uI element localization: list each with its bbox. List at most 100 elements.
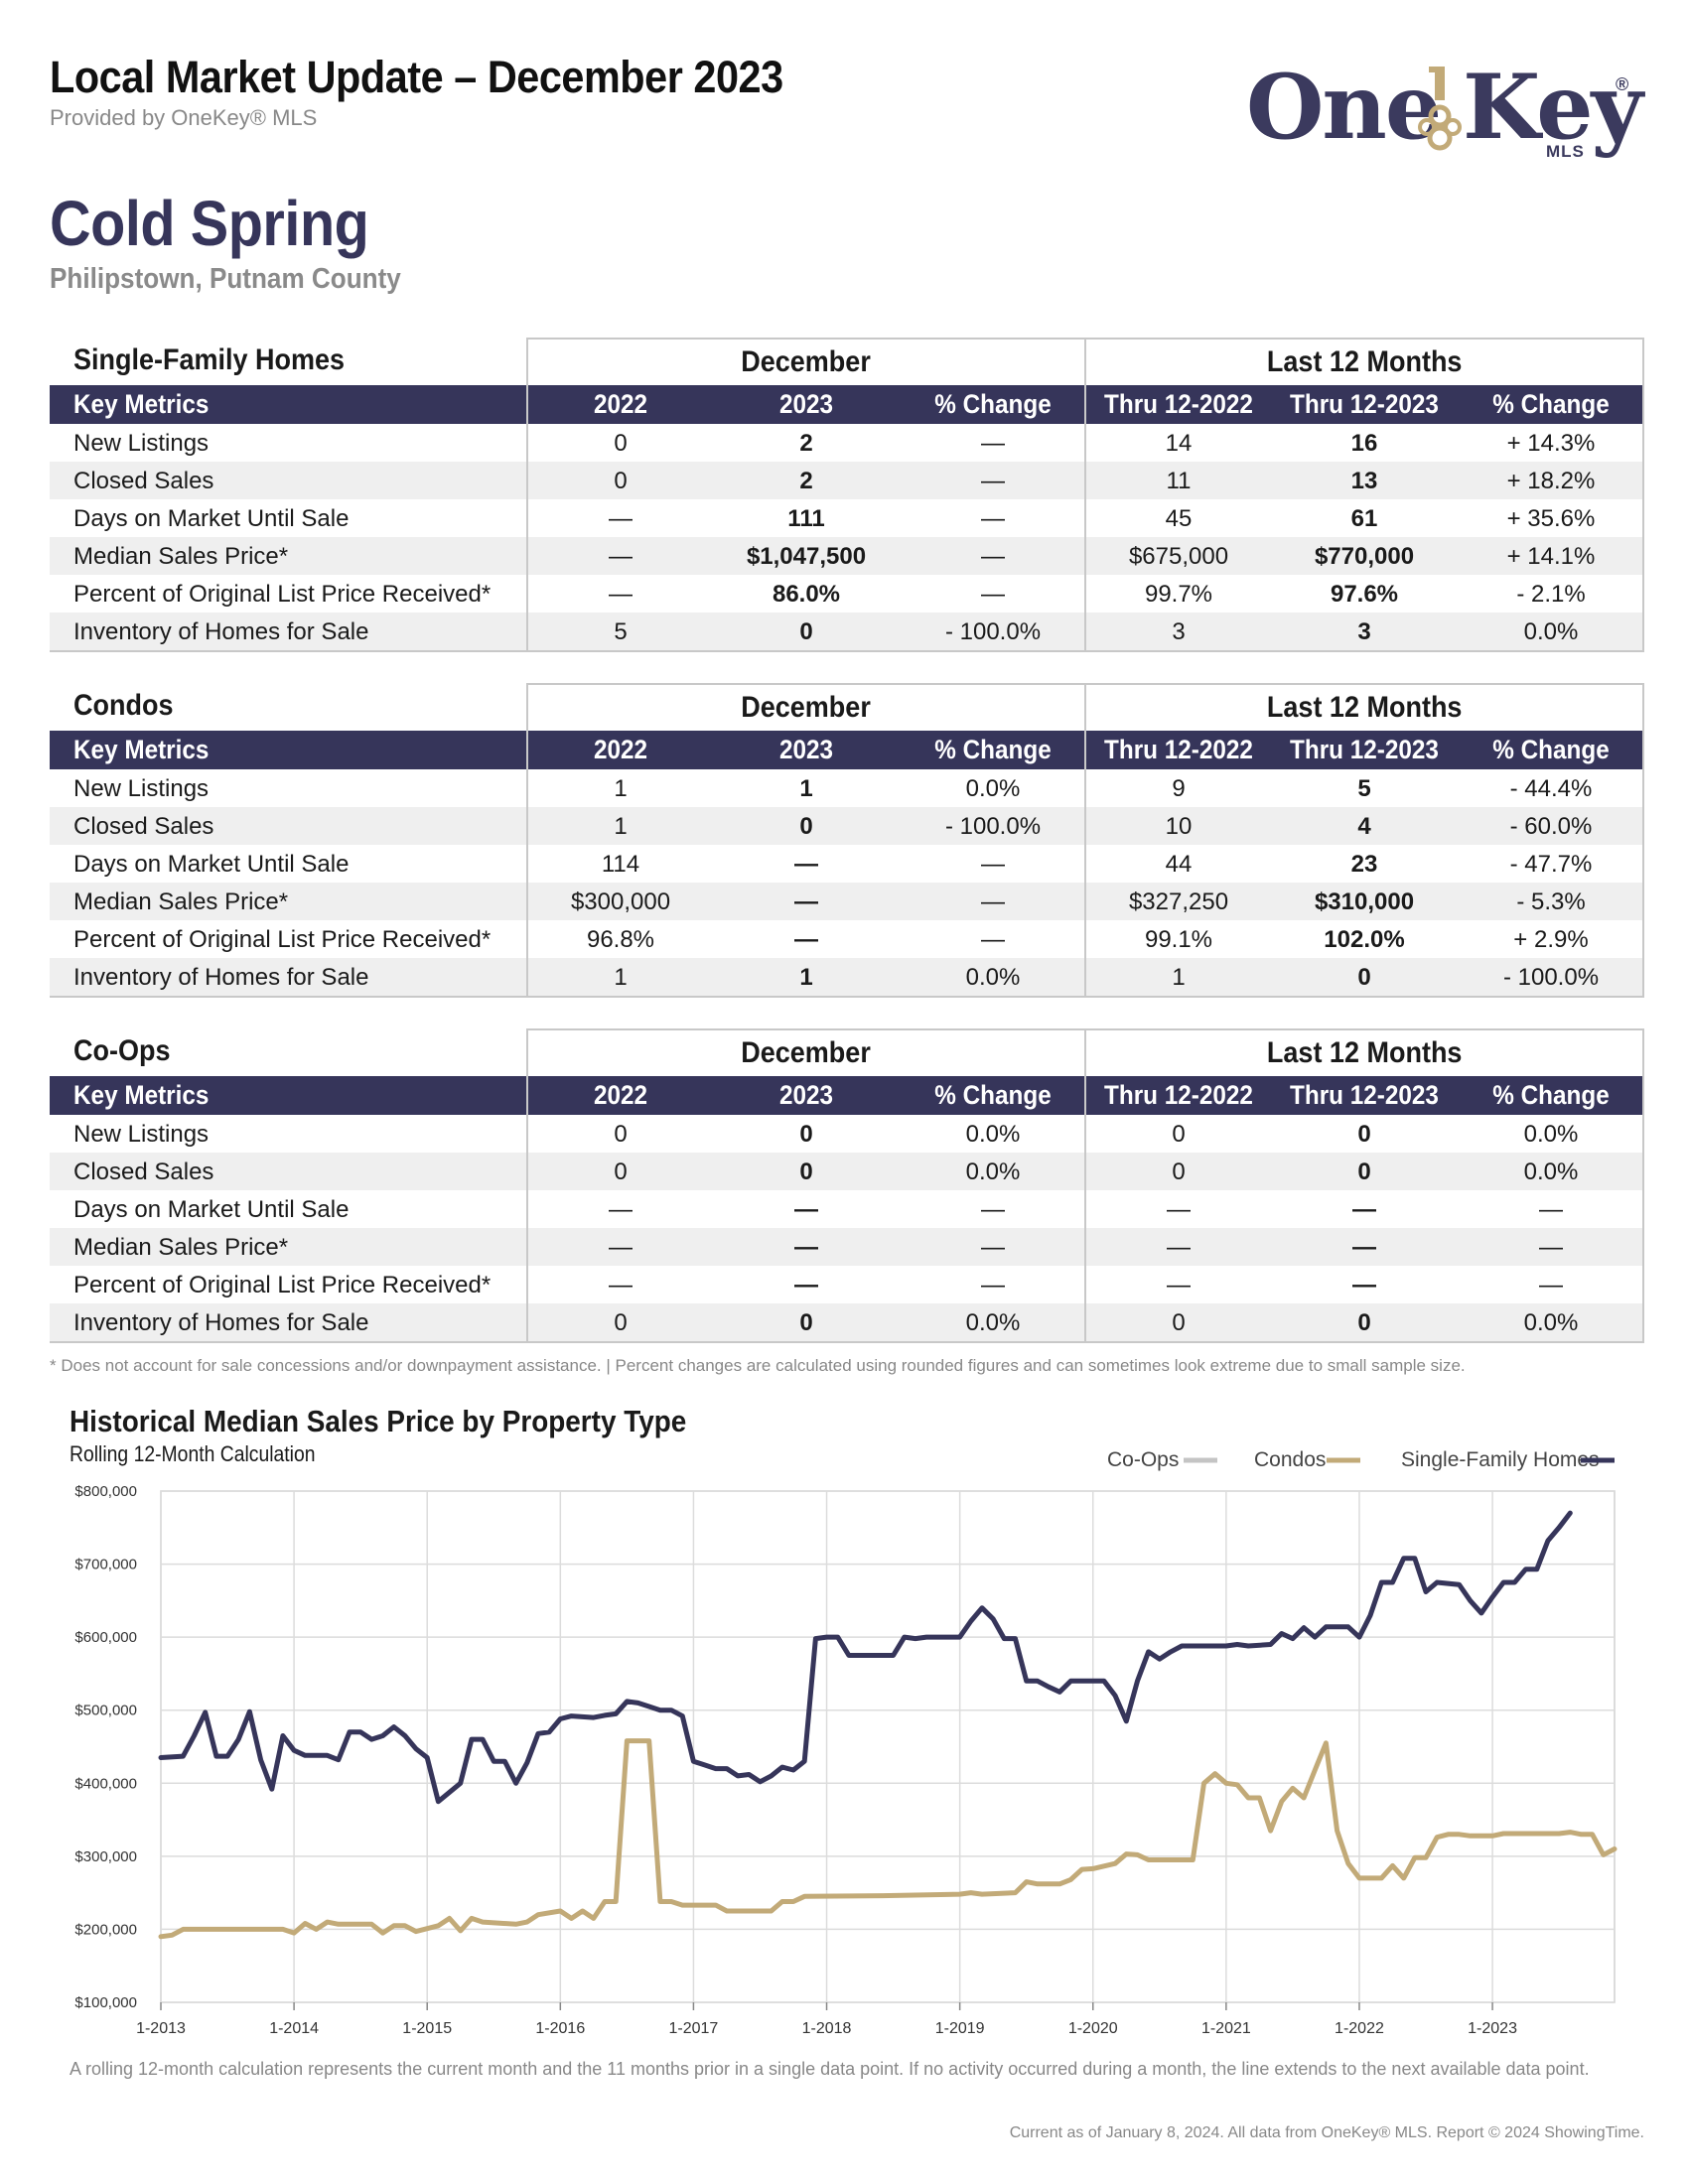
metric-value: 1 [799,964,813,991]
column-header: % Change [1492,389,1610,419]
x-tick-label: 1-2013 [136,2020,186,2035]
area-name: Cold Spring [50,188,369,259]
y-tick-label: $100,000 [74,1994,137,2011]
metric-value: — [981,543,1005,570]
metric-value: 0.0% [965,775,1021,802]
metric-label: Inventory of Homes for Sale [73,1309,369,1336]
table-row: New Listings 0 0 0.0% 0 0 0.0% [50,1115,1644,1153]
december-header: December [526,1028,1086,1076]
metric-value: 0 [799,618,813,645]
column-divider [1084,385,1086,650]
metric-label: Median Sales Price* [73,888,289,915]
legend-label: Co-Ops [1107,1448,1179,1471]
logo-registered: ® [1616,74,1629,94]
key-metrics-header: Key Metrics [73,389,210,419]
metric-value: 0 [1172,1309,1186,1336]
table-row: New Listings 0 2 — 14 16 + 14.3% [50,424,1644,462]
metric-value: 0 [799,1309,813,1336]
table-row: Percent of Original List Price Received*… [50,1266,1644,1303]
metric-value: — [981,1234,1005,1261]
metric-value: 0.0% [965,1121,1021,1148]
onekey-logo: One Key ® MLS [1246,55,1643,164]
metric-value: $675,000 [1128,543,1229,570]
metric-value: 2 [799,468,813,494]
table-row: Closed Sales 0 2 — 11 13 + 18.2% [50,462,1644,499]
table-row: Percent of Original List Price Received*… [50,575,1644,613]
metric-value: 0 [614,468,628,494]
x-tick-label: 1-2015 [402,2020,452,2035]
metric-value: — [609,505,633,532]
metric-value: 0 [1357,1159,1371,1185]
table-row: Inventory of Homes for Sale 1 1 0.0% 1 0 - 100… [50,958,1644,996]
metric-label: New Listings [73,1121,210,1148]
table-title: Single-Family Homes [73,343,346,376]
metric-value: 0.0% [1523,1121,1579,1148]
x-tick-label: 1-2016 [535,2020,585,2035]
metrics-table: Single-Family Homes December Last 12 Month… [50,338,1644,652]
column-header: Thru 12-2023 [1290,735,1439,764]
metric-value: + 14.3% [1506,430,1596,457]
y-tick-label: $800,000 [74,1483,137,1500]
metric-value: — [981,1272,1005,1298]
metric-value: 1 [614,775,628,802]
x-tick-label: 1-2019 [935,2020,985,2035]
metric-value: 99.1% [1144,926,1213,953]
metric-label: Median Sales Price* [73,543,289,570]
metric-label: Closed Sales [73,1159,214,1185]
x-tick-label: 1-2021 [1201,2020,1251,2035]
x-tick-label: 1-2022 [1335,2020,1384,2035]
metric-value: $770,000 [1314,543,1415,570]
metric-label: New Listings [73,775,210,802]
column-header: 2022 [593,735,648,764]
column-header: 2022 [593,389,648,419]
column-divider [1642,385,1644,650]
metric-value: $327,250 [1128,888,1229,915]
metric-label: Days on Market Until Sale [73,505,350,532]
column-header-row: Key Metrics 2022 2023 % Change Thru 12-2022 T… [50,385,1644,424]
metric-value: 44 [1165,851,1193,878]
metric-value: 0 [1172,1159,1186,1185]
series-line-single-family-homes [158,1510,1573,1805]
metric-value: 11 [1166,468,1192,494]
metric-label: Days on Market Until Sale [73,851,350,878]
column-header: 2023 [778,389,834,419]
metric-value: — [609,1272,633,1298]
table-row: Days on Market Until Sale — 111 — 45 61 + 35.6… [50,499,1644,537]
metric-value: — [794,1272,818,1298]
metric-value: - 100.0% [1502,964,1600,991]
metric-value: — [609,581,633,608]
metric-label: Closed Sales [73,468,214,494]
y-tick-label: $500,000 [74,1703,137,1719]
metric-value: — [981,1196,1005,1223]
metric-value: — [981,505,1005,532]
table-bottom-border [50,996,1644,998]
column-divider [526,1076,528,1341]
metric-value: 0 [614,1309,628,1336]
metric-value: - 5.3% [1516,888,1586,915]
metric-label: Percent of Original List Price Received* [73,581,492,608]
metric-value: 3 [1357,618,1371,645]
metric-value: - 2.1% [1516,581,1586,608]
table-row: New Listings 1 1 0.0% 9 5 - 44.4% [50,769,1644,807]
metric-value: 5 [1357,775,1371,802]
column-header: % Change [1492,1080,1610,1110]
metric-value: — [981,926,1005,953]
chart-title: Historical Median Sales Price by Propert… [70,1404,687,1438]
metric-label: Days on Market Until Sale [73,1196,350,1223]
metric-value: 0 [1357,964,1371,991]
column-divider [1084,1076,1086,1341]
x-tick-label: 1-2017 [669,2020,719,2035]
metric-value: — [1539,1272,1563,1298]
metric-value: 0.0% [965,1309,1021,1336]
key-metrics-header: Key Metrics [73,1080,210,1110]
metric-value: — [794,1196,818,1223]
plot-frame [160,1490,1616,2003]
x-tick-label: 1-2014 [269,2020,319,2035]
metric-value: — [981,851,1005,878]
table-bottom-border [50,650,1644,652]
column-header: % Change [934,389,1052,419]
last-12-months-header: Last 12 Months [1084,683,1644,731]
metric-value: 0 [1357,1121,1371,1148]
footnote: * Does not account for sale concessions … [50,1356,1466,1375]
column-divider [1084,731,1086,996]
